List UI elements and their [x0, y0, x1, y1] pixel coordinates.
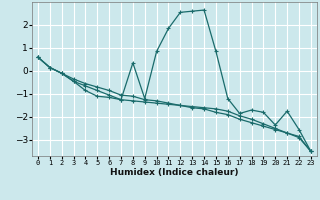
X-axis label: Humidex (Indice chaleur): Humidex (Indice chaleur) [110, 168, 239, 177]
